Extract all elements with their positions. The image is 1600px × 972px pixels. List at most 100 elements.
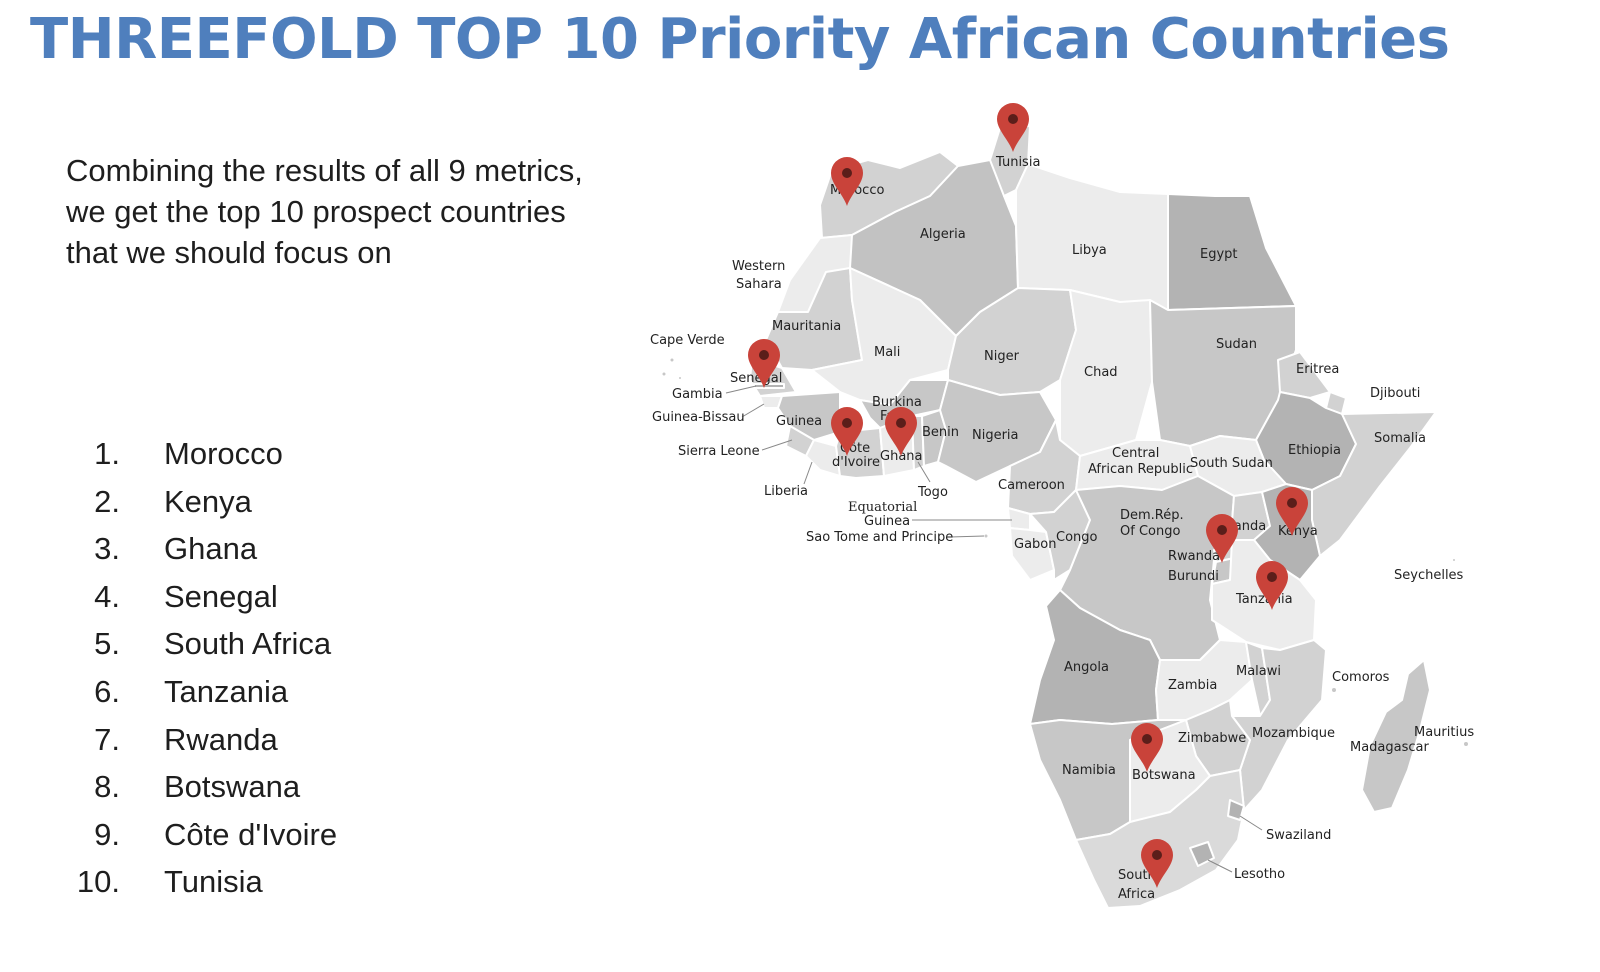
list-number: 2. — [94, 483, 120, 519]
country-label-liberia: Liberia — [764, 484, 808, 499]
list-country: Morocco — [164, 436, 283, 471]
intro-text: Combining the results of all 9 metrics, … — [66, 150, 666, 273]
island-cape-verde — [660, 370, 668, 378]
country-south-africa — [1075, 769, 1245, 909]
map-pin-icon[interactable] — [997, 103, 1029, 152]
map-pin-icon[interactable] — [831, 407, 863, 456]
list-country: Botswana — [164, 769, 301, 805]
list-number: 3. — [94, 531, 120, 567]
country-label-ghana: Ghana — [880, 449, 923, 464]
island-mauritius — [1462, 740, 1470, 748]
country-madagascar — [1361, 659, 1431, 813]
list-number: 4. — [94, 578, 120, 614]
country-label-cote-divoire: d'Ivoire — [832, 455, 880, 470]
country-label-togo: Togo — [917, 485, 948, 500]
list-country: Kenya — [164, 483, 252, 519]
map-pin-icon[interactable] — [885, 407, 917, 456]
country-label-drc: Of Congo — [1120, 524, 1180, 539]
intro-line: Combining the results of all 9 metrics, — [66, 153, 583, 188]
country-label-congo: Congo — [1056, 530, 1098, 545]
country-label-niger: Niger — [984, 349, 1020, 364]
country-label-libya: Libya — [1072, 243, 1107, 258]
country-label-chad: Chad — [1084, 365, 1118, 380]
list-number: 1. — [94, 436, 120, 471]
country-label-malawi: Malawi — [1236, 664, 1281, 679]
list-number: 7. — [94, 721, 120, 757]
country-label-kenya: Kenya — [1278, 524, 1318, 539]
country-label-drc: Dem.Rép. — [1120, 508, 1184, 523]
country-label-equatorial-guinea: Equatorial — [848, 500, 917, 515]
country-label-seychelles: Seychelles — [1394, 568, 1464, 583]
country-label-comoros: Comoros — [1332, 670, 1390, 685]
list-country: Rwanda — [164, 721, 278, 757]
country-label-zambia: Zambia — [1168, 678, 1217, 693]
list-country: South Africa — [164, 626, 332, 662]
country-eritrea — [1277, 351, 1331, 399]
country-label-benin: Benin — [922, 425, 959, 440]
list-country: Tunisia — [164, 864, 263, 900]
island-sao-tome — [982, 532, 990, 540]
country-label-nigeria: Nigeria — [972, 428, 1019, 443]
leader-line — [949, 535, 985, 538]
country-label-mauritania: Mauritania — [772, 319, 841, 334]
country-label-burundi: Burundi — [1168, 569, 1219, 584]
list-number: 9. — [94, 816, 120, 852]
intro-line: that we should focus on — [66, 235, 392, 270]
page-title: THREEFOLD TOP 10 Priority African Countr… — [30, 7, 1450, 72]
country-label-djibouti: Djibouti — [1370, 386, 1420, 401]
country-label-rwanda: Rwanda — [1168, 549, 1220, 564]
map-pin-icon[interactable] — [1276, 487, 1308, 536]
country-label-namibia: Namibia — [1062, 763, 1116, 778]
country-label-sudan: Sudan — [1216, 337, 1257, 352]
country-label-south-africa: Africa — [1118, 887, 1155, 902]
country-label-equatorial-guinea: Guinea — [864, 514, 910, 529]
map-pin-icon[interactable] — [831, 157, 863, 206]
list-country: Tanzania — [164, 673, 289, 709]
leader-line — [1207, 859, 1233, 873]
africa-map: Tunisia Morocco Algeria Libya Egypt West… — [640, 90, 1500, 950]
list-number: 8. — [94, 769, 120, 805]
list-number: 10. — [76, 864, 120, 900]
country-label-algeria: Algeria — [920, 227, 966, 242]
map-pin-icon[interactable] — [1131, 723, 1163, 772]
map-pin-icon[interactable] — [1141, 839, 1173, 888]
africa-map-svg: Tunisia Morocco Algeria Libya Egypt West… — [650, 103, 1474, 909]
country-label-mauritius: Mauritius — [1414, 725, 1474, 740]
list-country: Senegal — [164, 578, 278, 614]
map-markers — [748, 103, 1308, 888]
country-label-gambia: Gambia — [672, 387, 723, 402]
country-label-car: African Republic — [1088, 462, 1193, 477]
country-label-cape-verde: Cape Verde — [650, 333, 725, 348]
country-label-western-sahara: Sahara — [736, 277, 782, 292]
country-label-tunisia: Tunisia — [995, 155, 1040, 170]
leader-line — [761, 439, 793, 451]
country-label-zimbabwe: Zimbabwe — [1178, 731, 1246, 746]
island-cape-verde — [677, 375, 683, 381]
country-label-guinea-bissau: Guinea-Bissau — [652, 410, 745, 425]
leader-line — [741, 403, 765, 418]
island-comoros — [1330, 686, 1338, 694]
country-label-mali: Mali — [874, 345, 900, 360]
country-label-sao-tome: Sao Tome and Principe — [806, 530, 953, 545]
map-pin-icon[interactable] — [1256, 561, 1288, 610]
country-label-guinea: Guinea — [776, 414, 822, 429]
country-label-sierra-leone: Sierra Leone — [678, 444, 760, 459]
country-label-eritrea: Eritrea — [1296, 362, 1339, 377]
leader-lines — [725, 385, 1263, 873]
country-label-angola: Angola — [1064, 660, 1109, 675]
island-cape-verde — [668, 356, 676, 364]
map-pin-icon[interactable] — [748, 339, 780, 388]
country-label-car: Central — [1112, 446, 1159, 461]
island-seychelles — [1451, 557, 1457, 563]
country-label-mozambique: Mozambique — [1252, 726, 1335, 741]
intro-line: we get the top 10 prospect countries — [66, 194, 566, 229]
country-label-botswana: Botswana — [1132, 768, 1196, 783]
country-label-gabon: Gabon — [1014, 537, 1057, 552]
country-label-south-africa: South — [1118, 868, 1156, 883]
list-country: Ghana — [164, 531, 258, 567]
leader-line — [725, 385, 757, 394]
map-pin-icon[interactable] — [1206, 514, 1238, 563]
country-label-ethiopia: Ethiopia — [1288, 443, 1341, 458]
country-label-south-sudan: South Sudan — [1190, 456, 1273, 471]
country-label-madagascar: Madagascar — [1350, 740, 1430, 755]
